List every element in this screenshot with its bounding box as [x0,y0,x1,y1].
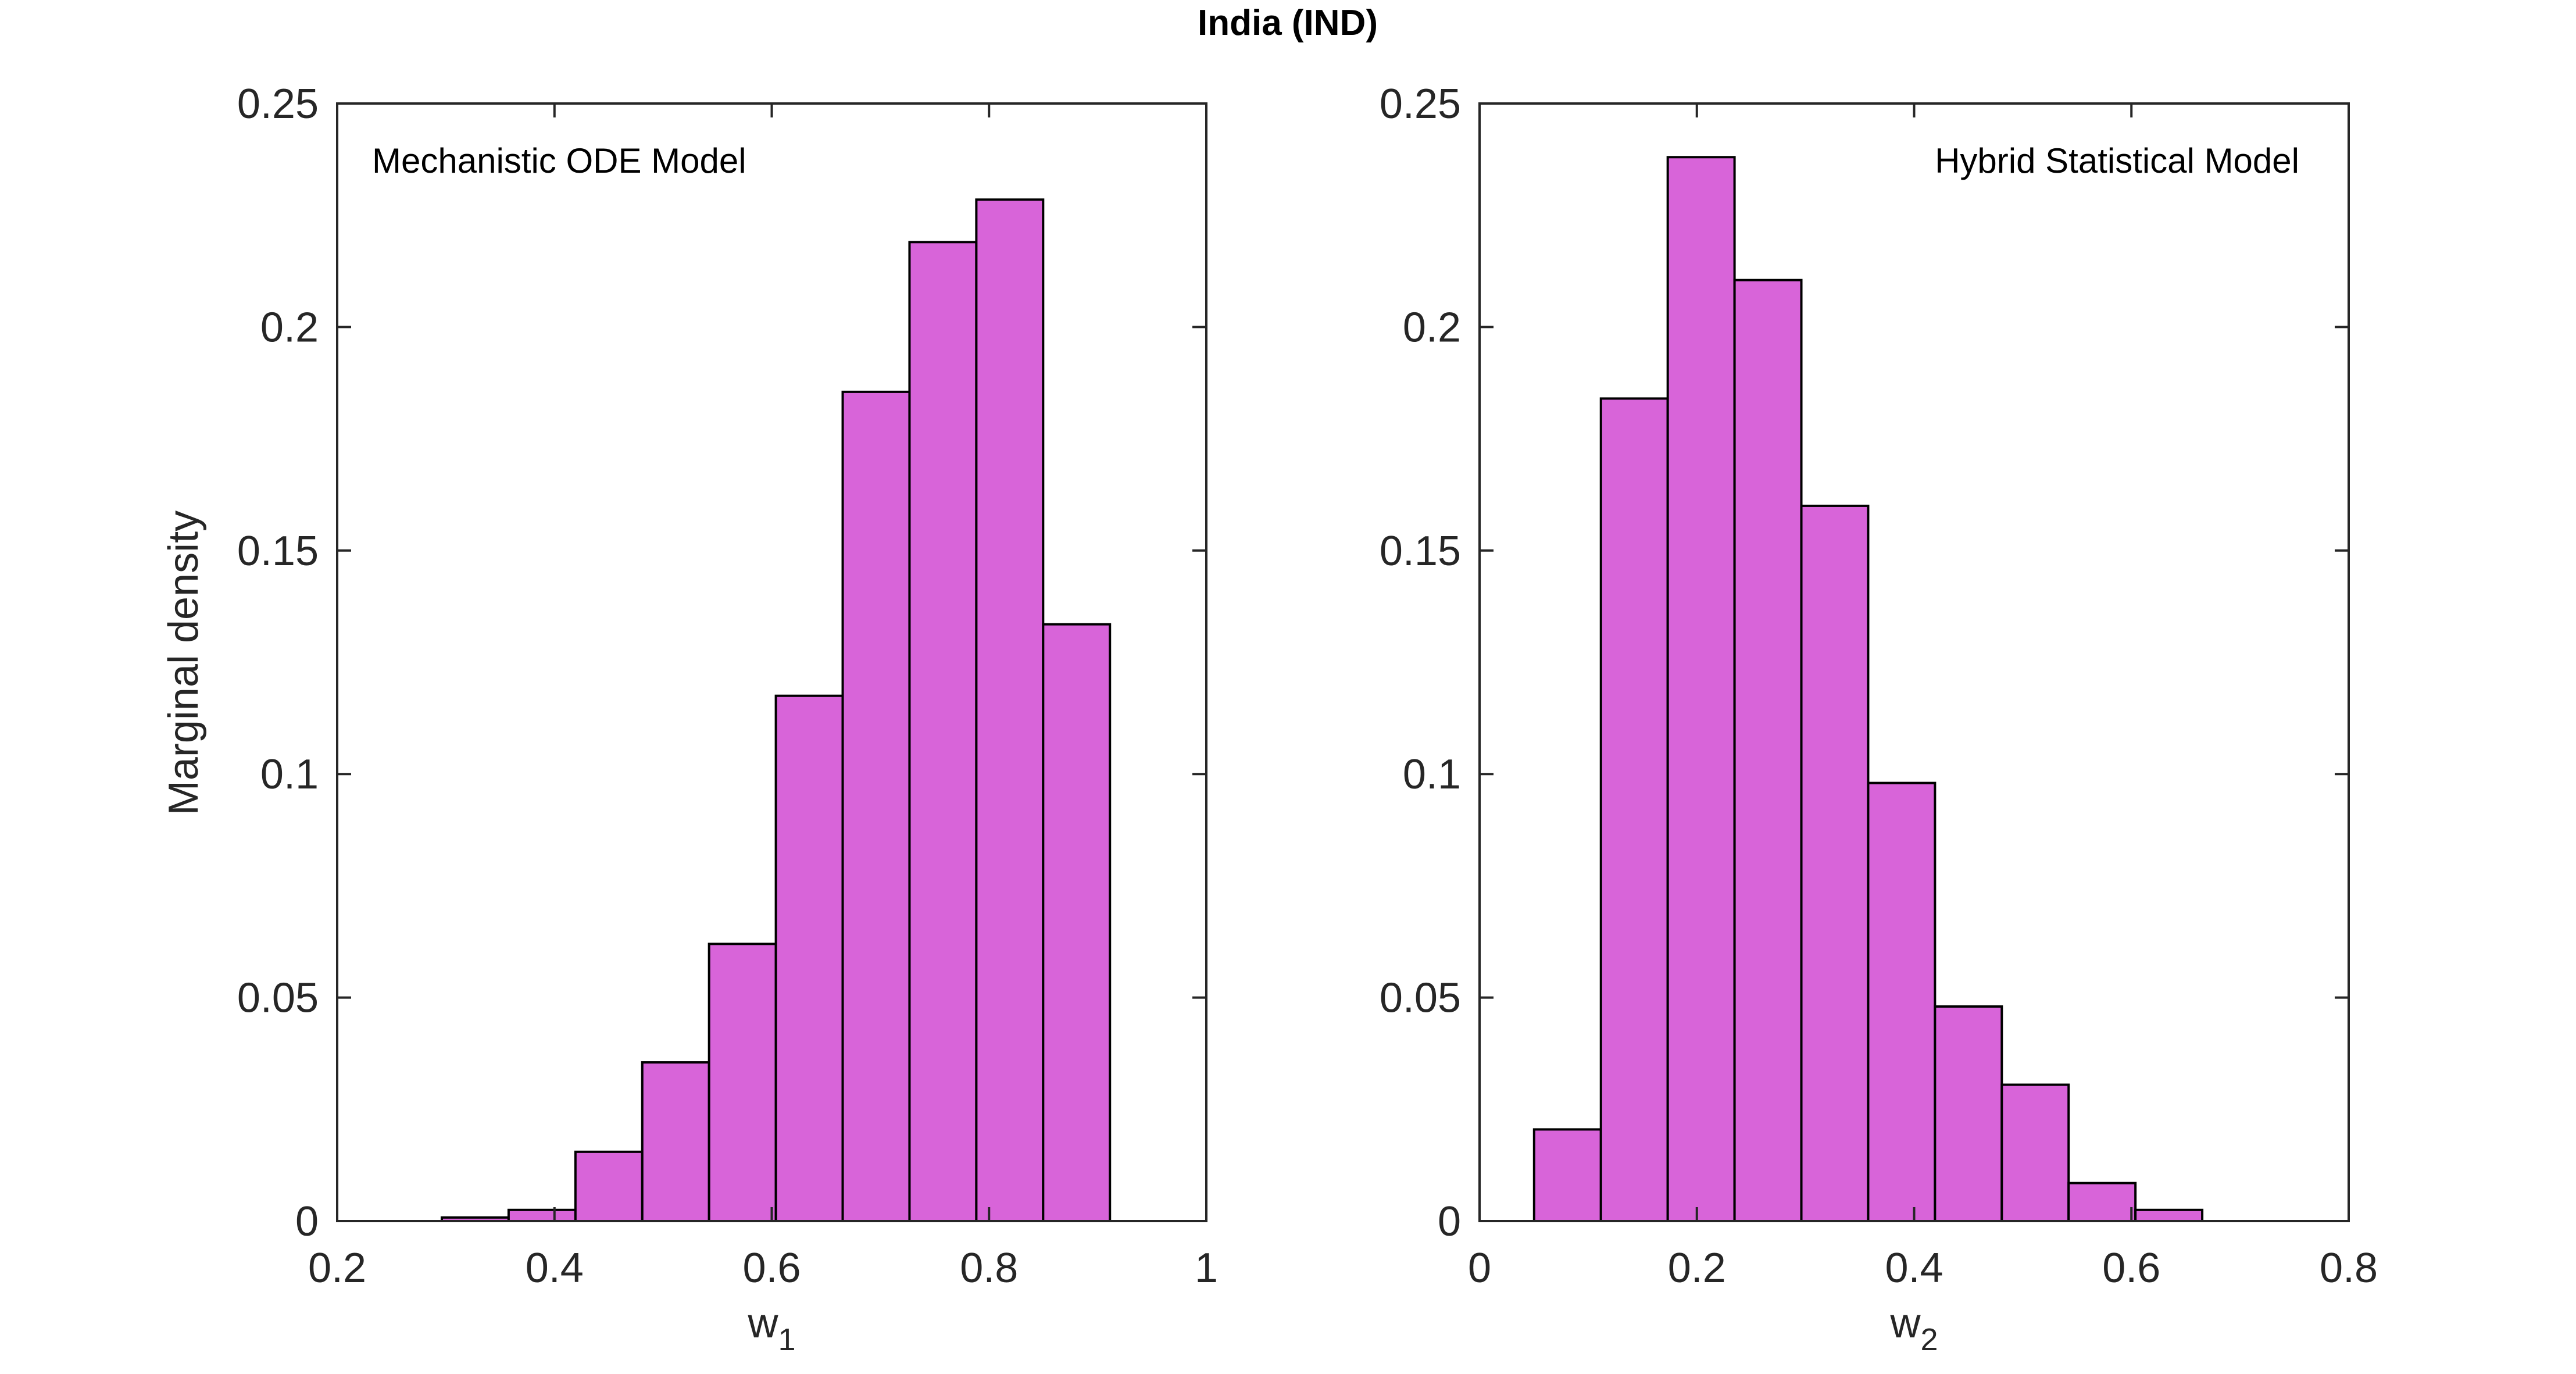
histogram-bar [2134,1208,2204,1223]
histogram-bar [1042,623,1112,1222]
x-tick-label: 0.6 [2102,1245,2160,1291]
histogram-bars [440,198,1112,1223]
y-tick-label: 0.25 [1380,81,1461,127]
x-axis-label: w1 [747,1300,795,1357]
histogram-bar [1867,781,1937,1223]
histogram-bar [975,198,1045,1222]
y-tick-label: 0 [1438,1198,1461,1245]
panels: 0.2 0.4 0.6 0.8 1 0 0.05 0.1 0.15 0.2 0.25 Mechanis… [160,81,2378,1357]
histogram-bar [507,1208,577,1223]
model-annotation: Mechanistic ODE Model [372,141,746,180]
x-axis-label: w2 [1889,1300,1938,1357]
histogram-bar [1666,156,1736,1223]
x-tick-label: 0.2 [308,1245,366,1291]
histogram-bar [641,1061,710,1223]
y-tick-label: 0.2 [1403,304,1461,351]
y-tick-label: 0 [295,1198,319,1245]
histogram-bar [1733,279,1803,1222]
y-tick-label: 0.15 [237,528,319,574]
figure-title: India (IND) [1198,3,1378,43]
histogram-bar [1599,397,1669,1223]
histogram-bar [841,390,911,1222]
y-tick-label: 0.25 [237,81,319,127]
histogram-bar [1532,1128,1602,1222]
histogram-bar [2067,1182,2137,1222]
y-tick-label: 0.1 [260,751,319,798]
histogram-bar [1934,1005,2003,1222]
y-tick-label: 0.05 [1380,975,1461,1022]
histogram-bar [908,241,978,1222]
panel-2: 0 0.2 0.4 0.6 0.8 0 0.05 0.1 0.15 0.2 0.25 Hybrid S… [1380,81,2378,1357]
y-tick-label: 0.1 [1403,751,1461,798]
histogram-bars [1532,156,2204,1223]
y-tick-label: 0.2 [260,304,319,351]
histogram-bar [774,694,844,1223]
y-tick-label: 0.15 [1380,528,1461,574]
histogram-bar [708,943,777,1222]
x-tick-label: 1 [1195,1245,1218,1291]
x-tick-label: 0.4 [526,1245,584,1291]
y-tick-label: 0.05 [237,975,319,1022]
panel-1: 0.2 0.4 0.6 0.8 1 0 0.05 0.1 0.15 0.2 0.25 Mechanis… [160,81,1218,1357]
x-tick-label: 0 [1468,1245,1491,1291]
histogram-bar [574,1150,644,1223]
x-tick-label: 0.8 [960,1245,1018,1291]
histogram-bar [1800,504,1870,1222]
x-tick-label: 0.8 [2320,1245,2378,1291]
y-axis-label: Marginal density [160,511,207,815]
model-annotation: Hybrid Statistical Model [1935,141,2299,180]
x-tick-label: 0.6 [742,1245,801,1291]
histogram-bar [2000,1083,2070,1222]
x-tick-label: 0.2 [1668,1245,1726,1291]
x-tick-label: 0.4 [1885,1245,1943,1291]
